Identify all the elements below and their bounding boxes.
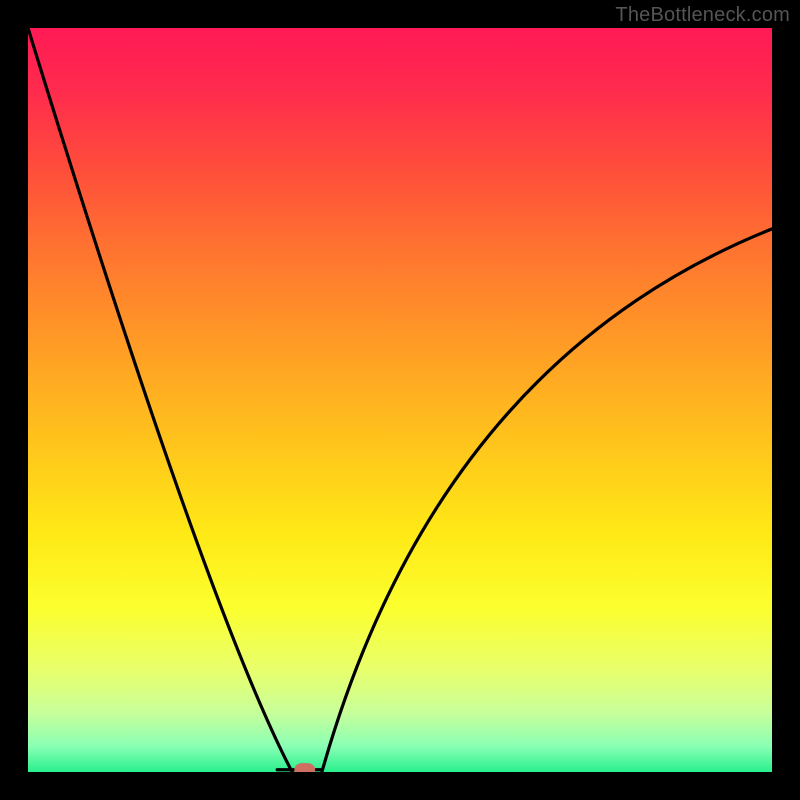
gradient-background [28,28,772,772]
chart-container: TheBottleneck.com [0,0,800,800]
watermark-text: TheBottleneck.com [615,4,790,27]
bottleneck-curve-chart [28,28,772,772]
bottleneck-marker [294,763,315,772]
plot-area [28,28,772,772]
